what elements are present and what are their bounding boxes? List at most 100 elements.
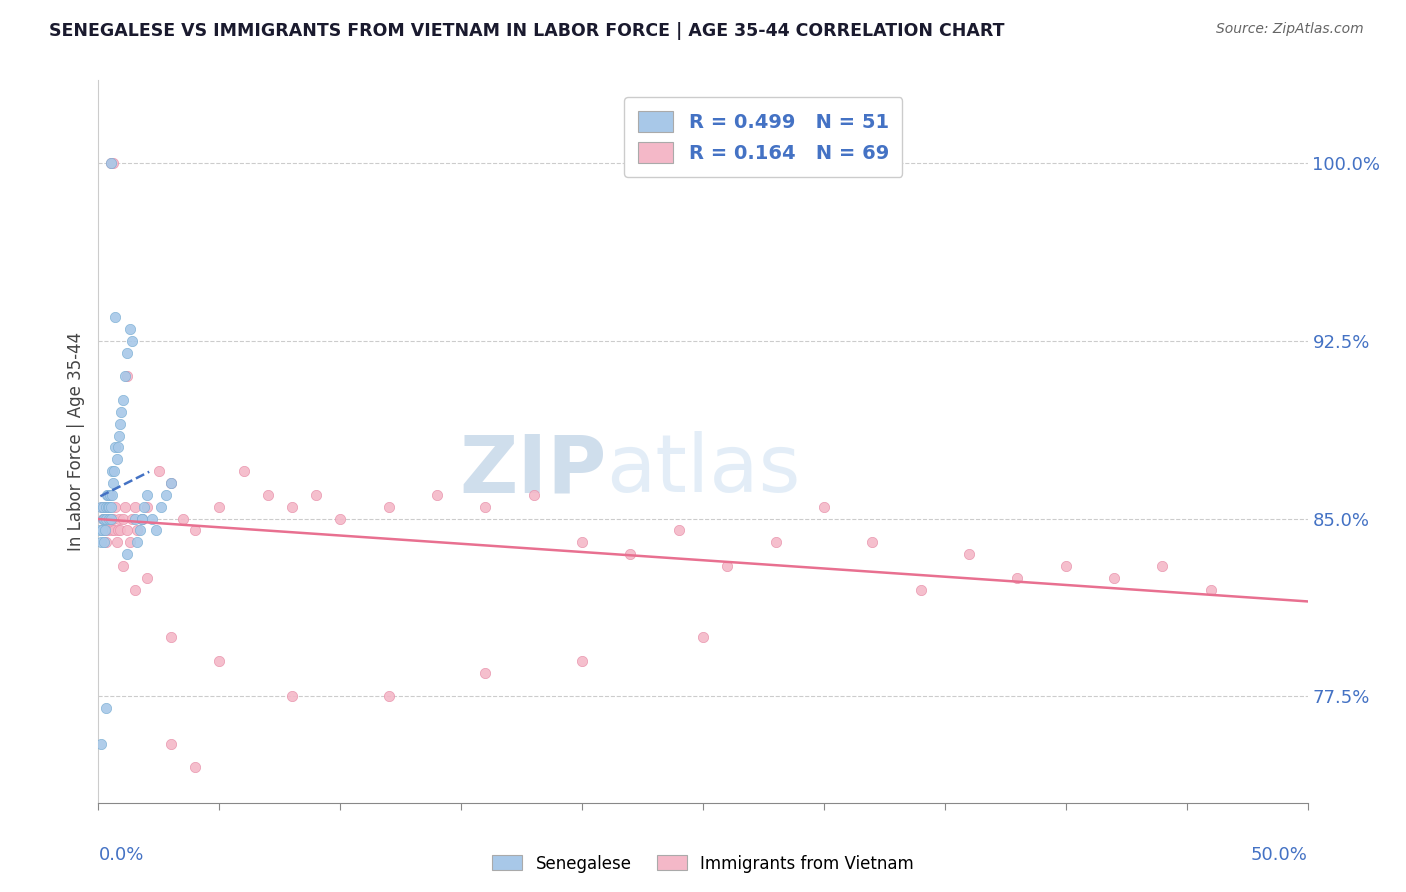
Point <box>98 488 121 502</box>
Point <box>124 511 146 525</box>
Point <box>100 156 122 170</box>
Point <box>860 535 883 549</box>
Point <box>131 511 153 525</box>
Point <box>160 475 183 490</box>
Point <box>90 535 112 549</box>
Point <box>118 322 141 336</box>
Point <box>377 689 399 703</box>
Point <box>117 547 139 561</box>
Point <box>131 511 153 525</box>
Point <box>1152 558 1174 573</box>
Point <box>107 524 129 538</box>
Text: 50.0%: 50.0% <box>1251 847 1308 864</box>
Text: SENEGALESE VS IMMIGRANTS FROM VIETNAM IN LABOR FORCE | AGE 35-44 CORRELATION CHA: SENEGALESE VS IMMIGRANTS FROM VIETNAM IN… <box>49 22 1005 40</box>
Point <box>94 500 117 514</box>
Point <box>145 524 167 538</box>
Point <box>1199 582 1222 597</box>
Point <box>105 535 128 549</box>
Point <box>1054 558 1077 573</box>
Point <box>692 630 714 644</box>
Point <box>208 500 231 514</box>
Point <box>101 464 124 478</box>
Point <box>571 535 593 549</box>
Point <box>232 464 254 478</box>
Point <box>124 582 146 597</box>
Point <box>117 345 139 359</box>
Point <box>668 524 690 538</box>
Legend: Senegalese, Immigrants from Vietnam: Senegalese, Immigrants from Vietnam <box>485 848 921 880</box>
Point <box>114 500 136 514</box>
Text: ZIP: ZIP <box>458 432 606 509</box>
Point <box>765 535 787 549</box>
Point <box>108 511 131 525</box>
Point <box>91 511 114 525</box>
Point <box>111 558 134 573</box>
Point <box>108 417 131 431</box>
Point <box>134 500 156 514</box>
Legend: R = 0.499   N = 51, R = 0.164   N = 69: R = 0.499 N = 51, R = 0.164 N = 69 <box>624 97 903 177</box>
Point <box>957 547 980 561</box>
Point <box>135 500 157 514</box>
Text: atlas: atlas <box>606 432 800 509</box>
Point <box>93 524 115 538</box>
Point <box>93 511 115 525</box>
Point <box>127 524 149 538</box>
Point <box>910 582 932 597</box>
Point <box>96 488 118 502</box>
Point <box>474 665 496 680</box>
Point <box>110 405 132 419</box>
Point <box>114 369 136 384</box>
Point <box>1007 571 1029 585</box>
Point <box>121 511 143 525</box>
Point <box>127 535 149 549</box>
Point <box>281 689 304 703</box>
Text: 0.0%: 0.0% <box>98 847 143 864</box>
Point <box>619 547 641 561</box>
Point <box>97 500 120 514</box>
Point <box>117 524 139 538</box>
Point <box>98 500 121 514</box>
Point <box>100 156 122 170</box>
Point <box>256 488 278 502</box>
Point <box>91 500 114 514</box>
Point <box>97 524 120 538</box>
Text: Source: ZipAtlas.com: Source: ZipAtlas.com <box>1216 22 1364 37</box>
Point <box>103 524 125 538</box>
Point <box>426 488 449 502</box>
Point <box>108 524 131 538</box>
Point <box>91 511 114 525</box>
Point <box>100 488 122 502</box>
Point <box>97 511 120 525</box>
Point <box>117 369 139 384</box>
Point <box>96 511 118 525</box>
Point <box>813 500 835 514</box>
Point <box>184 524 207 538</box>
Point <box>281 500 304 514</box>
Point <box>160 737 183 751</box>
Point <box>101 156 124 170</box>
Point <box>103 464 125 478</box>
Point <box>131 511 153 525</box>
Point <box>101 475 124 490</box>
Point <box>94 524 117 538</box>
Point <box>135 571 157 585</box>
Point <box>160 630 183 644</box>
Point <box>104 441 127 455</box>
Point <box>128 524 150 538</box>
Point <box>141 511 163 525</box>
Point <box>160 475 183 490</box>
Point <box>474 500 496 514</box>
Point <box>107 441 129 455</box>
Point <box>101 511 124 525</box>
Point <box>121 334 143 348</box>
Point <box>97 488 120 502</box>
Point <box>377 500 399 514</box>
Point <box>96 511 118 525</box>
Point <box>150 500 173 514</box>
Point <box>91 524 114 538</box>
Point <box>94 701 117 715</box>
Point <box>111 511 134 525</box>
Point <box>135 488 157 502</box>
Point <box>105 452 128 467</box>
Point <box>90 737 112 751</box>
